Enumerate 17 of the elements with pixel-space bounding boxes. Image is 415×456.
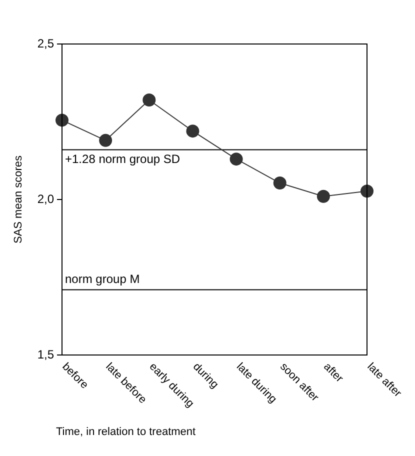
point xyxy=(316,190,330,203)
ref-line-label: +1.28 norm group SD xyxy=(65,152,180,166)
point xyxy=(360,184,374,198)
x-axis-title: Time, in relation to treatment xyxy=(56,426,196,438)
x-tick-label: after xyxy=(321,360,346,386)
y-tick-label: 2,0 xyxy=(37,192,54,206)
point xyxy=(99,134,112,147)
y-tick-label: 1,5 xyxy=(37,347,54,362)
point xyxy=(273,176,286,190)
y-axis-title: SAS mean scores xyxy=(12,154,25,244)
point xyxy=(230,152,243,166)
ref-line-label: norm group M xyxy=(65,272,140,286)
y-tick-label: 2,5 xyxy=(37,36,54,50)
point xyxy=(56,114,68,127)
point xyxy=(186,124,200,138)
point xyxy=(142,93,156,106)
x-tick-label: late after xyxy=(364,360,404,400)
